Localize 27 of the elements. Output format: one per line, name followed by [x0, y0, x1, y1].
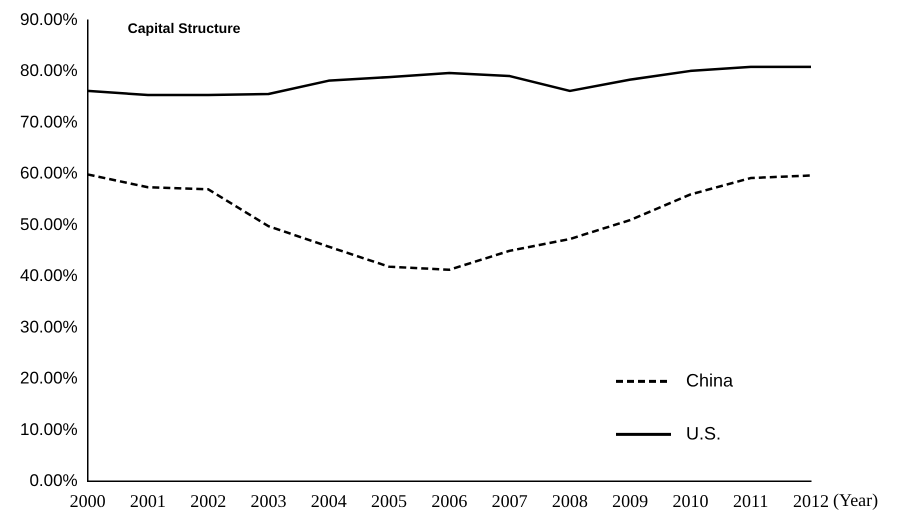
x-tick-label: 2004 — [310, 490, 347, 511]
x-tick-label: 2006 — [431, 490, 468, 511]
y-tick-label: 30.00% — [20, 317, 78, 336]
y-tick-label: 50.00% — [20, 214, 78, 234]
x-tick-label: 2012 — [793, 490, 829, 511]
x-tick-label: 2003 — [250, 490, 286, 511]
x-tick-label: 2000 — [70, 490, 106, 511]
x-tick-label: 2005 — [371, 490, 408, 511]
x-tick-label: 2011 — [733, 490, 768, 511]
y-tick-label: 0.00% — [29, 471, 78, 490]
x-tick-label: 2008 — [552, 490, 588, 511]
y-tick-label: 80.00% — [20, 61, 78, 80]
y-tick-label: 10.00% — [20, 420, 78, 439]
y-tick-label: 70.00% — [20, 112, 78, 132]
x-tick-label: 2009 — [612, 490, 648, 511]
legend-label: China — [686, 370, 734, 390]
y-tick-label: 60.00% — [20, 164, 78, 183]
x-tick-label: 2002 — [190, 490, 226, 511]
x-axis-title: (Year) — [833, 490, 878, 510]
x-tick-label: 2001 — [130, 490, 166, 511]
x-tick-label: 2010 — [672, 490, 708, 511]
x-tick-label: 2007 — [492, 490, 528, 511]
legend-label: U.S. — [686, 423, 722, 444]
y-tick-label: 90.00% — [20, 10, 78, 29]
y-tick-label: 20.00% — [20, 368, 78, 388]
y-tick-label: 40.00% — [20, 266, 78, 286]
chart-title: Capital Structure — [128, 20, 241, 36]
